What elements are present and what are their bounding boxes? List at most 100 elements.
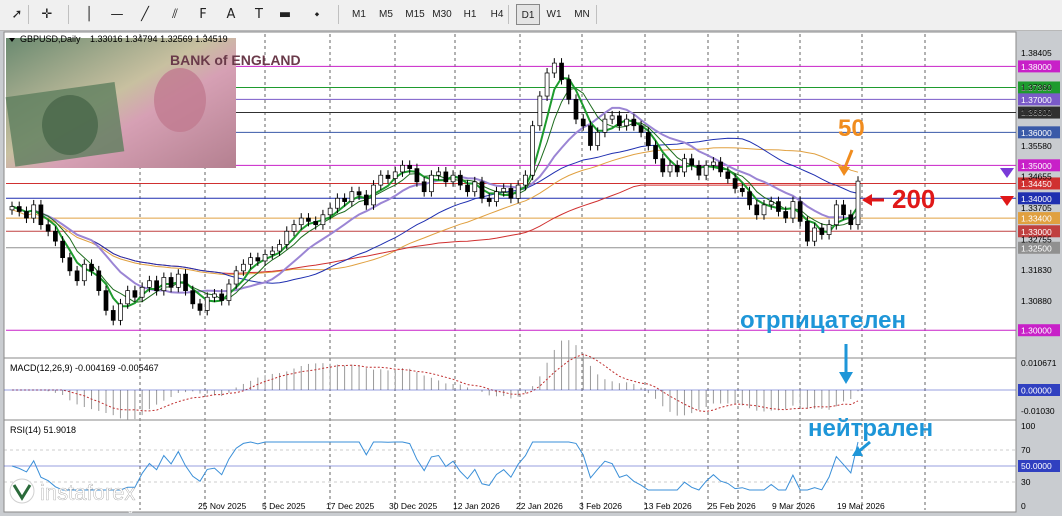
level-tag-label: 1.32500 <box>1021 243 1052 253</box>
candle <box>96 265 102 296</box>
candle <box>154 275 159 296</box>
date-tick-label: 25 Feb 2026 <box>708 501 756 511</box>
timeframe-h1[interactable]: H1 <box>463 9 477 20</box>
grid <box>4 34 1016 510</box>
candle <box>190 285 196 309</box>
macd-tick-label: 0.00000 <box>1021 386 1052 396</box>
candle <box>429 170 434 197</box>
candle <box>711 157 716 171</box>
candle <box>342 193 347 207</box>
candle <box>768 196 774 210</box>
arrow-200-head-icon <box>862 194 872 206</box>
candle <box>175 269 181 293</box>
price-tick-label: 1.33705 <box>1021 203 1052 213</box>
candle <box>385 170 391 184</box>
candle <box>443 166 449 187</box>
candle <box>739 183 745 197</box>
candle <box>327 203 333 220</box>
rsi-tick-label: 0 <box>1021 501 1026 511</box>
level-tag-label: 1.33000 <box>1021 227 1052 237</box>
date-tick-label: 25 Nov 2025 <box>198 501 246 511</box>
price-tick-label: 1.36600 <box>1021 108 1052 118</box>
candle <box>667 160 673 177</box>
ma-fast-line <box>11 76 859 308</box>
timeframe-w1[interactable]: W1 <box>546 9 562 20</box>
horizontal-line-icon[interactable]: — <box>110 7 124 22</box>
timeframe-m1[interactable]: M1 <box>352 9 366 20</box>
timeframe-m30[interactable]: M30 <box>432 9 452 20</box>
candle <box>335 193 340 214</box>
candle <box>255 252 261 266</box>
text-label-icon[interactable]: T <box>255 7 263 22</box>
text-icon[interactable]: A <box>226 7 236 22</box>
chart-menu-triangle-icon[interactable] <box>9 38 15 42</box>
level-tag-label: 1.30000 <box>1021 326 1052 336</box>
rectangle-icon[interactable]: ▬ <box>278 7 292 22</box>
candle <box>103 285 109 316</box>
candle <box>291 219 297 237</box>
brand-name: instaforex <box>40 480 135 505</box>
candle <box>161 272 167 296</box>
ma-blue-line <box>11 137 859 284</box>
equidistant-channel-icon[interactable]: ⫽ <box>172 7 178 22</box>
candle <box>660 153 666 177</box>
rsi-tick-label: 100 <box>1021 421 1035 431</box>
candle <box>306 213 311 227</box>
timeframe-d1[interactable]: D1 <box>516 4 540 25</box>
price-tick-label: 1.31830 <box>1021 265 1052 275</box>
candle <box>38 199 44 230</box>
candle <box>472 176 478 197</box>
candle <box>226 279 232 306</box>
candle <box>241 259 246 276</box>
candle <box>183 269 188 296</box>
candle <box>602 114 608 138</box>
vertical-line-icon[interactable]: │ <box>85 7 93 22</box>
date-tick-label: 17 Dec 2025 <box>326 501 374 511</box>
cursor-icon[interactable]: ➚ <box>11 7 23 22</box>
candle <box>718 157 723 177</box>
rsi-tick-label: 30 <box>1021 477 1031 487</box>
timeframe-mn[interactable]: MN <box>574 9 590 20</box>
candle <box>624 114 629 131</box>
fibonacci-icon[interactable]: F <box>199 7 207 22</box>
candle <box>24 206 29 224</box>
level-tag <box>1018 212 1060 225</box>
moving-averages <box>11 76 859 308</box>
level-tag <box>1018 324 1060 337</box>
ma-medium-line <box>11 87 859 303</box>
candle <box>595 127 601 151</box>
candle <box>233 265 239 289</box>
candle <box>653 140 658 164</box>
candle <box>551 58 557 78</box>
trendline-icon[interactable]: ╱ <box>141 7 149 22</box>
candle <box>204 292 210 316</box>
level-tag <box>1018 177 1060 190</box>
candle <box>682 153 687 177</box>
candle <box>298 213 304 230</box>
macd-tick-label: 0.010671 <box>1021 358 1057 368</box>
candle <box>530 120 535 181</box>
candle <box>53 226 58 247</box>
candle <box>67 252 73 276</box>
timeframe-m15[interactable]: M15 <box>405 9 425 20</box>
arrow-rsi-head-icon <box>852 446 863 456</box>
candle <box>313 216 319 230</box>
timeframe-m5[interactable]: M5 <box>379 9 393 20</box>
arrows-icon[interactable]: ⬩ <box>314 7 320 22</box>
level-tag-label: 1.38000 <box>1021 62 1052 72</box>
crosshair-icon[interactable]: ✛ <box>41 7 53 22</box>
candle <box>125 285 131 309</box>
candle <box>9 201 15 215</box>
candle <box>841 199 846 220</box>
chart-area[interactable]: 1.38000 1.37360 1.37000 1.36600 1.36000 1.350… <box>0 30 1062 516</box>
price-tick-label: 1.32755 <box>1021 234 1052 244</box>
candle <box>407 160 413 174</box>
candle <box>696 160 702 181</box>
candle <box>197 298 203 316</box>
timeframe-h4[interactable]: H4 <box>490 9 504 20</box>
instaforex-logo: instaforex Instant Forex Trading <box>9 478 136 513</box>
candle <box>508 183 514 204</box>
candle <box>588 120 593 151</box>
candle <box>566 74 572 105</box>
date-tick-label: 13 Feb 2026 <box>644 501 692 511</box>
